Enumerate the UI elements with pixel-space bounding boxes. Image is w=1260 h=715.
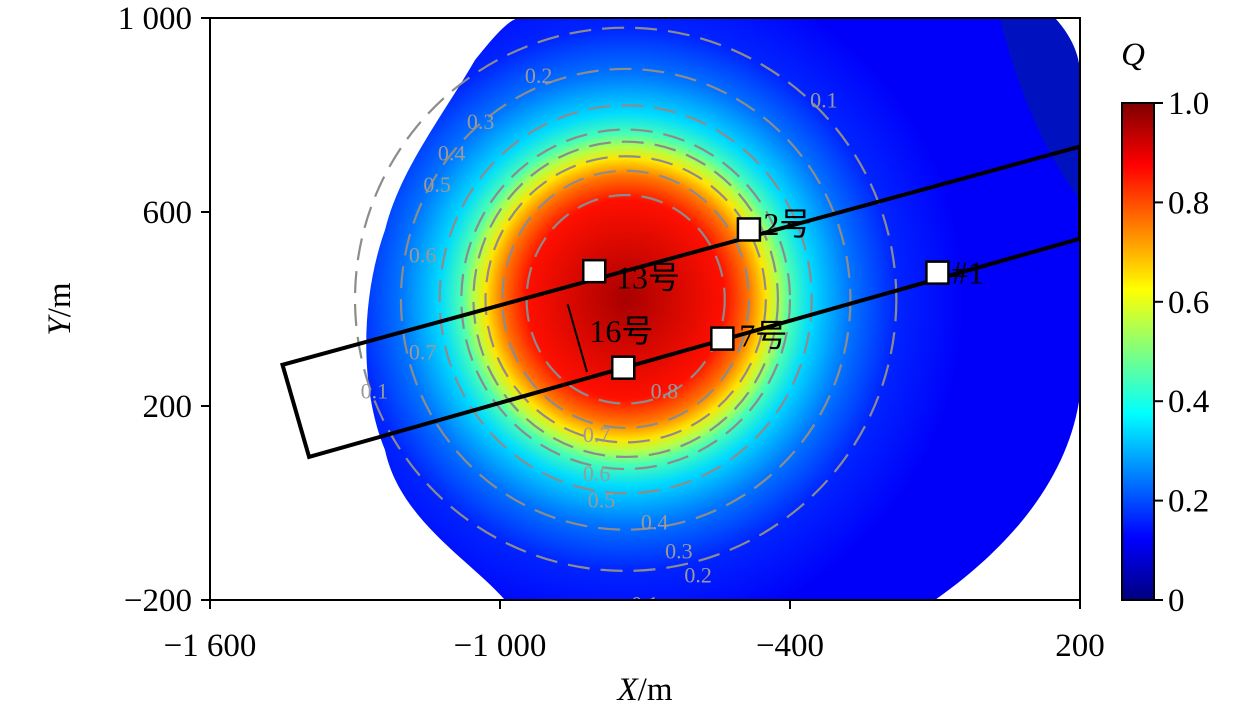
y-axis-ticks: −200 200 600 1 000 — [118, 1, 210, 619]
well-label: #1 — [952, 255, 984, 291]
contour-label: 0.5 — [423, 172, 451, 197]
well-label: 2号 — [763, 206, 811, 242]
x-tick-label: −1 600 — [164, 628, 257, 664]
contour-label: 0.1 — [361, 378, 389, 403]
colorbar — [1121, 102, 1155, 601]
q-field-outer-dark — [1000, 18, 1080, 200]
colorbar-tick-label: 0.8 — [1168, 185, 1209, 221]
contour-label: 0.2 — [684, 563, 712, 588]
workface-divider — [566, 303, 588, 373]
contour-label: 0.1 — [631, 592, 659, 617]
y-tick-label: 600 — [143, 195, 193, 231]
contour-label: 0.4 — [641, 509, 669, 534]
contour-lines — [353, 26, 898, 572]
well-marker-13号 — [582, 258, 607, 284]
contour-label: 0.6 — [409, 243, 437, 268]
contour-label: 0.3 — [467, 109, 495, 134]
x-tick-label: −400 — [756, 628, 824, 664]
x-axis-title: X/m — [615, 672, 672, 708]
x-tick-label: −1 000 — [454, 628, 547, 664]
contour-0.6 — [484, 155, 767, 444]
monitoring-wells: 2号 13号 #1 7号 16号 — [582, 206, 984, 380]
well-marker-#1 — [925, 260, 950, 285]
y-tick-label: 1 000 — [118, 1, 192, 37]
colorbar-tick-label: 0.4 — [1168, 384, 1209, 420]
contour-labels: 0.20.10.30.40.50.60.70.1 0.80.70.60.50.40… — [361, 63, 838, 617]
workface-outline — [280, 144, 1080, 460]
y-tick-label: −200 — [124, 583, 192, 619]
contour-label: 0.8 — [651, 378, 679, 403]
y-tick-label: 200 — [143, 389, 193, 425]
contour-0.8 — [525, 193, 726, 405]
contour-0.1 — [353, 26, 898, 572]
well-label: 16号 — [589, 313, 653, 349]
plot-content: 0.20.10.30.40.50.60.70.1 0.80.70.60.50.40… — [280, 18, 1080, 617]
contour-label: 0.7 — [583, 422, 611, 447]
plot-frame — [209, 17, 1081, 601]
y-axis-title: Y/m — [42, 282, 78, 336]
colorbar-title: Q — [1121, 37, 1145, 73]
contour-label: 0.2 — [525, 63, 553, 88]
well-label: 7号 — [739, 318, 787, 354]
well-label: 13号 — [616, 259, 680, 295]
contour-0.2 — [399, 67, 852, 531]
contour-label: 0.6 — [583, 461, 611, 486]
contour-0.5 — [472, 140, 780, 459]
workface-polygon — [280, 144, 1080, 460]
colorbar-tick-label: 0.6 — [1168, 285, 1209, 321]
q-field — [366, 18, 1080, 600]
x-tick-label: 200 — [1055, 628, 1105, 664]
contour-label: 0.5 — [588, 487, 616, 512]
contour-0.4 — [460, 128, 792, 471]
contour-label: 0.4 — [438, 141, 466, 166]
colorbar-ticks: 0 0.2 0.4 0.6 0.8 1.0 — [1154, 86, 1209, 619]
well-marker-7号 — [710, 326, 735, 351]
contour-0.7 — [501, 169, 751, 429]
contour-label: 0.3 — [665, 538, 693, 563]
contour-0.3 — [438, 104, 813, 495]
colorbar-tick-label: 0 — [1168, 583, 1185, 619]
x-axis-ticks: −1 600 −1 000 −400 200 — [164, 600, 1105, 664]
contour-label: 0.1 — [810, 87, 838, 112]
well-marker-2号 — [736, 217, 762, 242]
well-marker-16号 — [611, 355, 636, 380]
colorbar-tick-label: 0.2 — [1168, 484, 1209, 520]
colorbar-tick-label: 1.0 — [1168, 86, 1209, 122]
contour-label: 0.7 — [409, 340, 437, 365]
